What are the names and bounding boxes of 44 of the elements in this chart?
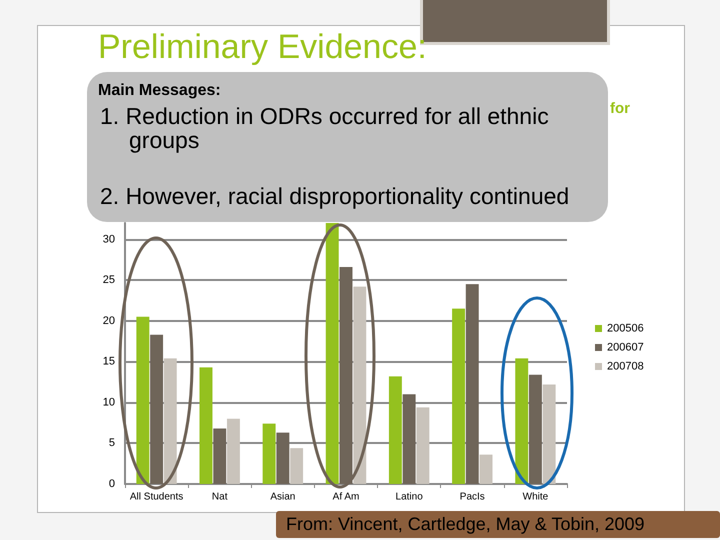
- text: Main Messages:: [98, 82, 221, 100]
- x-tick-label: PacIs: [460, 492, 485, 502]
- bar: [276, 432, 290, 484]
- bar: [515, 358, 528, 484]
- legend-label: 200607: [607, 342, 644, 354]
- text: 2. However, racial disproportionality continued: [100, 183, 570, 209]
- y-tick-label: 30: [102, 233, 115, 246]
- bar: [340, 267, 352, 484]
- bar: [200, 367, 212, 484]
- y-tick-label: 20: [102, 314, 115, 327]
- bar: [164, 358, 177, 484]
- bar: [416, 407, 430, 484]
- bar: [326, 223, 339, 484]
- bar: [388, 376, 402, 484]
- legend-label: 200708: [607, 360, 644, 372]
- chart-title: Preliminary Evidence:: [98, 28, 427, 66]
- x-tick-label: Nat: [212, 492, 228, 502]
- bar: [542, 384, 556, 484]
- x-tick-label: Af Am: [332, 492, 360, 502]
- y-tick-label: 25: [102, 274, 115, 286]
- x-tick-label: All Students: [130, 492, 184, 502]
- legend-label: 200506: [607, 322, 644, 334]
- y-tick-label: 5: [108, 437, 115, 450]
- bar: [528, 374, 542, 484]
- bar: [480, 454, 492, 484]
- bar: [213, 428, 226, 484]
- x-tick-label: Asian: [270, 492, 296, 502]
- bar: [136, 316, 150, 484]
- y-tick-label: 10: [102, 396, 115, 408]
- text: for: [610, 100, 630, 118]
- y-tick-label: 0: [108, 478, 115, 490]
- bar: [262, 424, 276, 484]
- bar: [452, 308, 466, 484]
- text: 1. Reduction in ODRs occurred for all ethnic groups: [100, 103, 550, 153]
- x-tick-label: Latino: [396, 492, 424, 502]
- x-tick-label: White: [522, 492, 549, 502]
- bar: [290, 448, 304, 484]
- bar: [353, 286, 366, 484]
- bar: [150, 334, 164, 484]
- y-tick-label: 15: [102, 356, 115, 368]
- text: From: Vincent, Cartledge, May & Tobin, 2009: [286, 513, 645, 535]
- bar: [402, 394, 416, 484]
- bar: [226, 418, 240, 484]
- bar: [466, 284, 479, 484]
